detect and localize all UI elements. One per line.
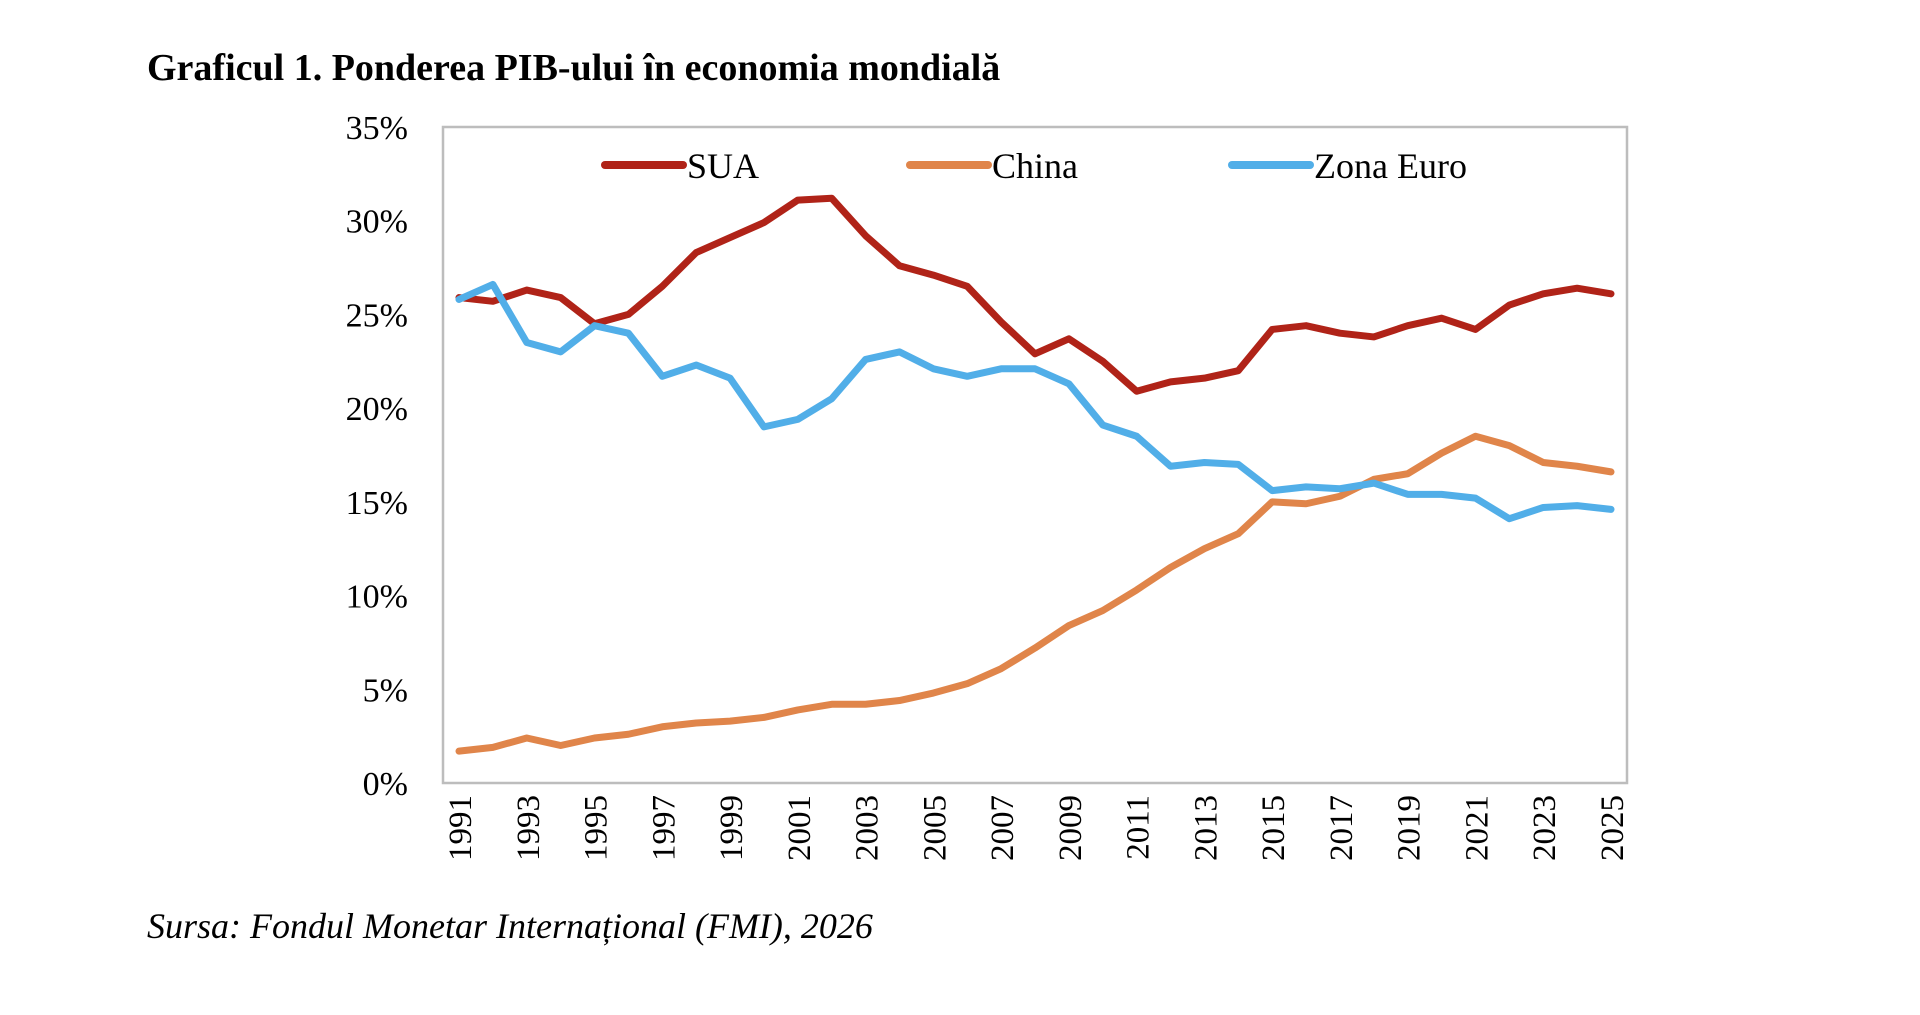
x-tick-label: 2015 [1256,795,1292,861]
x-tick-label: 2017 [1324,795,1360,861]
x-tick-label: 2019 [1392,795,1428,861]
x-tick-label: 2001 [782,795,818,861]
x-tick-label: 2003 [850,795,886,861]
y-tick-label: 10% [346,579,408,616]
source-note: Sursa: Fondul Monetar Internațional (FMI… [147,906,873,946]
x-tick-label: 2013 [1188,795,1224,861]
x-tick-label: 2021 [1459,795,1495,861]
x-tick-label: 1993 [511,795,547,861]
y-tick-label: 25% [346,297,408,334]
y-tick-label: 35% [346,110,408,147]
chart-title: Graficul 1. Ponderea PIB-ului în economi… [147,47,1001,89]
series-line-sua [455,194,1615,395]
plot-frame [441,125,1629,785]
y-tick-label: 30% [346,204,408,241]
x-tick-label: 1991 [443,795,479,861]
legend-label: SUA [687,146,759,186]
x-tick-label: 2025 [1595,795,1631,861]
x-tick-label: 1999 [714,795,750,861]
y-tick-label: 20% [346,391,408,428]
y-tick-label: 15% [346,485,408,522]
x-tick-label: 1995 [579,795,615,861]
x-tick-label: 2023 [1527,795,1563,861]
x-tick-label: 2005 [917,795,953,861]
x-tick-label: 2011 [1121,795,1157,860]
legend-label: China [992,146,1078,186]
legend-label: Zona Euro [1314,146,1467,186]
y-tick-label: 0% [363,766,408,803]
x-tick-label: 2007 [985,795,1021,861]
y-tick-label: 5% [363,672,408,709]
x-tick-label: 2009 [1053,795,1089,861]
series-line-china [455,432,1615,755]
x-tick-label: 1997 [646,795,682,861]
